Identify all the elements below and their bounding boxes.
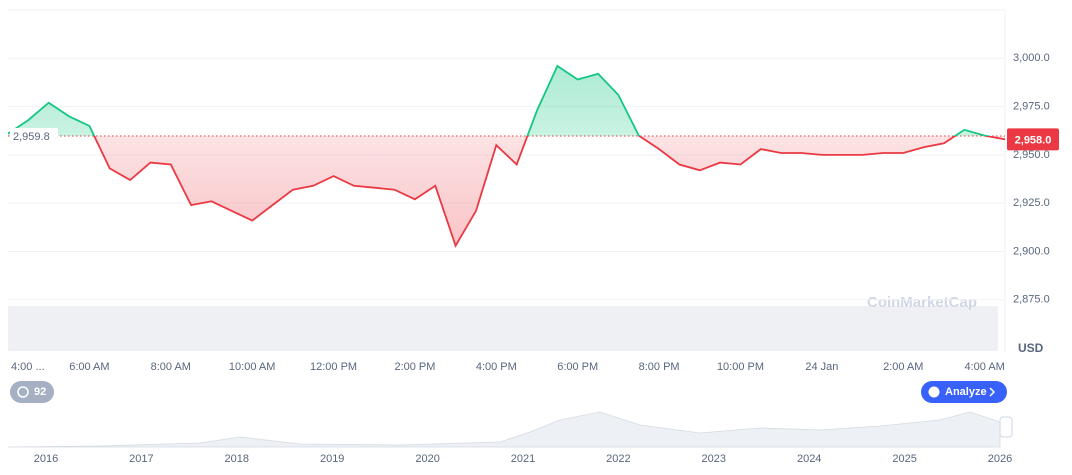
x-tick-label: 6:00 PM [557, 361, 598, 373]
navigator-year: 2018 [225, 453, 249, 465]
area-down [8, 135, 1005, 246]
y-tick-label: 2,900.0 [1013, 245, 1050, 257]
x-tick-label: 10:00 AM [229, 361, 275, 373]
navigator-year: 2025 [892, 453, 916, 465]
last-price-tag [1007, 128, 1059, 151]
navigator-year: 2023 [702, 453, 726, 465]
navigator-year: 2022 [606, 453, 630, 465]
watermark: CoinMarketCap [867, 294, 977, 311]
y-tick-label: 2,925.0 [1013, 197, 1050, 209]
x-tick-label: 6:00 AM [69, 361, 109, 373]
navigator-year: 2019 [320, 453, 344, 465]
analyze-label: Analyze [945, 386, 987, 398]
analyze-button[interactable]: Analyze [921, 381, 1007, 403]
x-tick-label: 4:00 ... [11, 361, 45, 373]
navigator-year: 2017 [129, 453, 153, 465]
navigator-year: 2024 [797, 453, 821, 465]
navigator-year: 2026 [988, 453, 1012, 465]
baseline-label: 2,959.8 [13, 131, 50, 143]
x-tick-label: 2:00 AM [883, 361, 923, 373]
y-tick-label: 2,975.0 [1013, 100, 1050, 112]
navigator-handle[interactable] [999, 416, 1013, 438]
x-tick-label: 24 Jan [805, 361, 838, 373]
unit-label: USD [1018, 341, 1044, 355]
x-tick-label: 12:00 PM [310, 361, 357, 373]
badge-count: 92 [34, 386, 46, 398]
x-tick-label: 10:00 PM [717, 361, 764, 373]
y-tick-label: 2,950.0 [1013, 149, 1050, 161]
navigator-area [7, 411, 1001, 448]
x-tick-label: 4:00 PM [476, 361, 517, 373]
price-line-down [93, 135, 1006, 248]
x-tick-label: 8:00 PM [639, 361, 680, 373]
navigator-year: 2016 [34, 453, 58, 465]
history-badge[interactable]: 92 [10, 381, 54, 403]
baseline-label-bg [10, 127, 58, 144]
y-tick-label: 3,000.0 [1013, 52, 1050, 64]
navigator-year: 2021 [511, 453, 535, 465]
y-tick-label: 2,875.0 [1013, 294, 1050, 306]
navigator-year: 2020 [415, 453, 439, 465]
last-price-label: 2,958.0 [1015, 134, 1052, 146]
x-tick-label: 8:00 AM [151, 361, 191, 373]
x-tick-label: 4:00 AM [964, 361, 1004, 373]
volume-band [8, 306, 998, 351]
x-tick-label: 2:00 PM [394, 361, 435, 373]
